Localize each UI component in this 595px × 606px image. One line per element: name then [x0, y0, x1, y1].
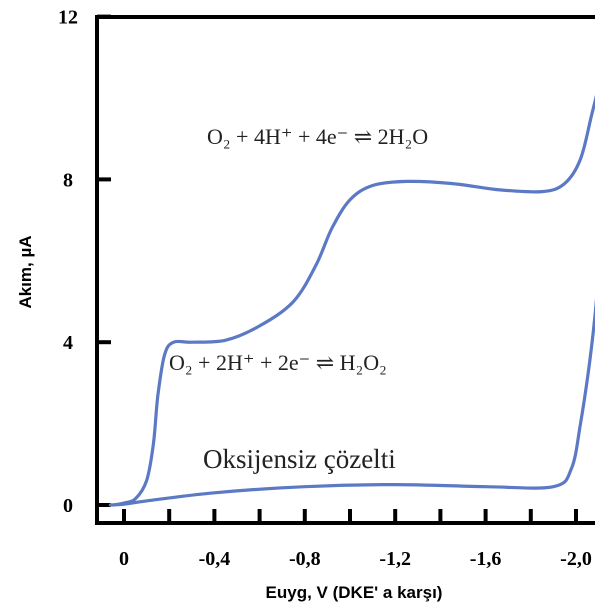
y-tick-label: 8 [63, 169, 73, 191]
annotation-2e-reaction: O₂ + 2H⁺ + 2e⁻ ⇌ H₂O₂ [169, 350, 387, 375]
tick-marks [97, 14, 578, 523]
y-axis-title: Akım, µA [16, 235, 35, 308]
x-tick-label: -1,6 [470, 548, 502, 570]
tick-labels: 0 4 8 12 0 -0,4 -0,8 -1,2 -1,6 -2,0 [58, 7, 592, 570]
curve-oxygenated [111, 94, 595, 507]
y-tick-label: 4 [63, 332, 73, 354]
annotation-4e-reaction: O₂ + 4H⁺ + 4e⁻ ⇌ 2H₂O [207, 124, 428, 149]
x-tick-label: -0,4 [199, 548, 231, 570]
x-tick-label: -0,8 [289, 548, 321, 570]
annotation-oxygen-free: Oksijensiz çözelti [203, 444, 396, 474]
y-tick-label: 12 [58, 7, 78, 29]
y-tick-label: 0 [63, 495, 73, 517]
curve-oxygen-free [108, 298, 595, 507]
x-axis-title: Euyg, V (DKE' a karşı) [266, 583, 443, 602]
curves [108, 94, 595, 507]
x-tick-label: -2,0 [560, 548, 592, 570]
x-tick-label: 0 [119, 548, 129, 570]
x-tick-label: -1,2 [379, 548, 411, 570]
